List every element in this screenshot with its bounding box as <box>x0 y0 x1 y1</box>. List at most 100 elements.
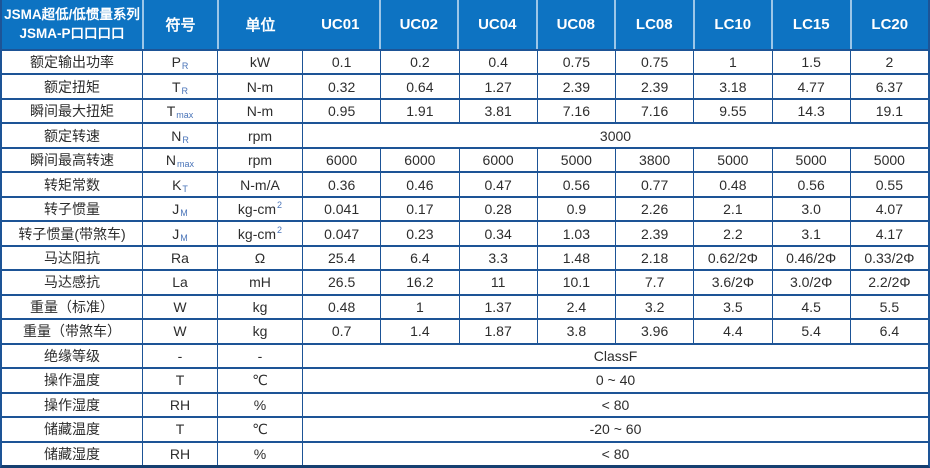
spec-value-cell: 2.4 <box>536 295 615 319</box>
table-title-line1: JSMA超低/低惯量系列 <box>4 7 140 23</box>
spec-value-cell: 19.1 <box>849 99 928 123</box>
symbol-base: W <box>173 298 187 315</box>
symbol-base: La <box>172 274 188 291</box>
symbol-base: T <box>175 421 185 438</box>
merged-value-cell: < 80 <box>302 393 928 417</box>
unit-base: % <box>253 396 267 413</box>
table-row: 马达阻抗 Ra Ω 25.4 6.4 3.3 1.48 2.18 0.62/2Φ 0.46/2Φ 0… <box>2 244 928 270</box>
row-label: 操作湿度 <box>44 396 100 413</box>
symbol-subscript: R <box>182 134 189 145</box>
spec-value-cell: 3.18 <box>693 75 771 98</box>
symbol-base: K <box>172 176 182 193</box>
row-label: 瞬间最高转速 <box>30 152 114 169</box>
merged-value-cell: ClassF <box>302 344 928 368</box>
spec-value-cell: 5.5 <box>849 295 928 319</box>
spec-value-cell: 3.2 <box>615 295 693 319</box>
spec-value-cell: 0.95 <box>302 99 380 123</box>
spec-value-cell: 6.4 <box>380 246 458 270</box>
table-row: 储藏湿度 RH% < 80 <box>2 440 928 465</box>
spec-value-cell: 2.2/2Φ <box>849 271 928 294</box>
unit-cell: ℃ <box>217 369 302 392</box>
unit-base: % <box>253 445 267 462</box>
unit-cell: ℃ <box>217 418 302 441</box>
row-label: 马达感抗 <box>44 274 100 291</box>
unit-cell: kg <box>217 295 302 319</box>
spec-value-cell: 0.48 <box>693 173 771 196</box>
spec-value-cell: 3.6/2Φ <box>693 271 771 294</box>
table-row: 储藏温度 T ℃ -20 ~ 60 <box>2 416 928 441</box>
spec-value-cell: 0.34 <box>458 222 537 245</box>
unit-cell: kW <box>217 51 302 74</box>
unit-cell: mH <box>217 271 302 294</box>
spec-value-cell: 3800 <box>615 148 693 172</box>
spec-value-cell: 0.62/2Φ <box>693 246 771 270</box>
row-label: 操作温度 <box>44 372 100 389</box>
table-row: 操作湿度 RH% < 80 <box>2 391 928 417</box>
spec-value-cell: 3.0/2Φ <box>771 271 850 294</box>
unit-cell: kg-cm 2 <box>217 222 302 245</box>
unit-base: - <box>257 347 263 364</box>
symbol-cell: T <box>142 418 217 441</box>
spec-value-cell: 2.26 <box>615 197 693 221</box>
spec-value-cell: 3.8 <box>536 320 615 343</box>
spec-value-cell: 0.32 <box>302 75 380 98</box>
merged-value-cell: < 80 <box>302 442 928 465</box>
spec-value-cell: 7.7 <box>615 271 693 294</box>
table-row: 转矩常数 K T N-m/A 0.36 0.46 0.47 0.56 0.77 0.48 0.56 0… <box>2 171 928 196</box>
spec-value-cell: 10.1 <box>536 271 615 294</box>
spec-value-cell: 0.56 <box>771 173 850 196</box>
unit-cell: kg <box>217 320 302 343</box>
unit-cell: rpm <box>217 148 302 172</box>
column-header-lc08: LC08 <box>614 0 693 49</box>
symbol-subscript: max <box>176 110 194 121</box>
spec-value-cell: 6.4 <box>849 320 928 343</box>
row-label: 马达阻抗 <box>44 249 100 266</box>
unit-base: kg-cm <box>237 225 277 242</box>
unit-base: N-m/A <box>240 176 280 193</box>
unit-base: N-m <box>246 103 274 120</box>
unit-base: kg <box>252 298 268 315</box>
symbol-cell: Ra <box>142 246 217 270</box>
row-label: 绝缘等级 <box>44 347 100 364</box>
symbol-subscript: max <box>177 159 195 170</box>
spec-value-cell: 0.46 <box>380 173 458 196</box>
spec-value-cell: 7.16 <box>536 99 615 123</box>
spec-value-cell: 6000 <box>302 148 380 172</box>
spec-value-cell: 6000 <box>380 148 458 172</box>
column-header-uc04: UC04 <box>457 0 536 49</box>
symbol-base: J <box>172 225 180 242</box>
column-header-unit: 单位 <box>217 0 302 49</box>
symbol-base: W <box>173 323 187 340</box>
column-header-lc10: LC10 <box>692 0 772 49</box>
spec-value-cell: 3.81 <box>458 99 537 123</box>
spec-value-cell: 0.75 <box>615 51 693 74</box>
row-label: 转子惯量 <box>44 201 100 218</box>
symbol-base: RH <box>169 396 191 413</box>
table-row: 操作温度 T ℃ 0 ~ 40 <box>2 367 928 392</box>
spec-value-cell: 0.7 <box>302 320 380 343</box>
spec-value-cell: 0.33/2Φ <box>849 246 928 270</box>
row-label: 储藏温度 <box>44 421 100 438</box>
spec-value-cell: 0.47 <box>458 173 537 196</box>
spec-value-cell: 2.1 <box>693 197 771 221</box>
symbol-subscript: T <box>182 183 188 194</box>
spec-value-cell: 9.55 <box>693 99 771 123</box>
unit-base: rpm <box>247 127 273 144</box>
symbol-cell: RH <box>142 393 217 417</box>
spec-value-cell: 5000 <box>771 148 850 172</box>
spec-value-cell: 5000 <box>693 148 771 172</box>
unit-cell: % <box>217 393 302 417</box>
unit-cell: kg-cm 2 <box>217 197 302 221</box>
row-label: 额定扭矩 <box>44 78 100 95</box>
spec-value-cell: 7.16 <box>615 99 693 123</box>
symbol-base: T <box>171 78 181 95</box>
unit-base: rpm <box>247 152 273 169</box>
row-label: 额定转速 <box>44 127 100 144</box>
symbol-base: P <box>171 54 181 71</box>
spec-value-cell: 2.39 <box>615 222 693 245</box>
spec-value-cell: 0.77 <box>615 173 693 196</box>
